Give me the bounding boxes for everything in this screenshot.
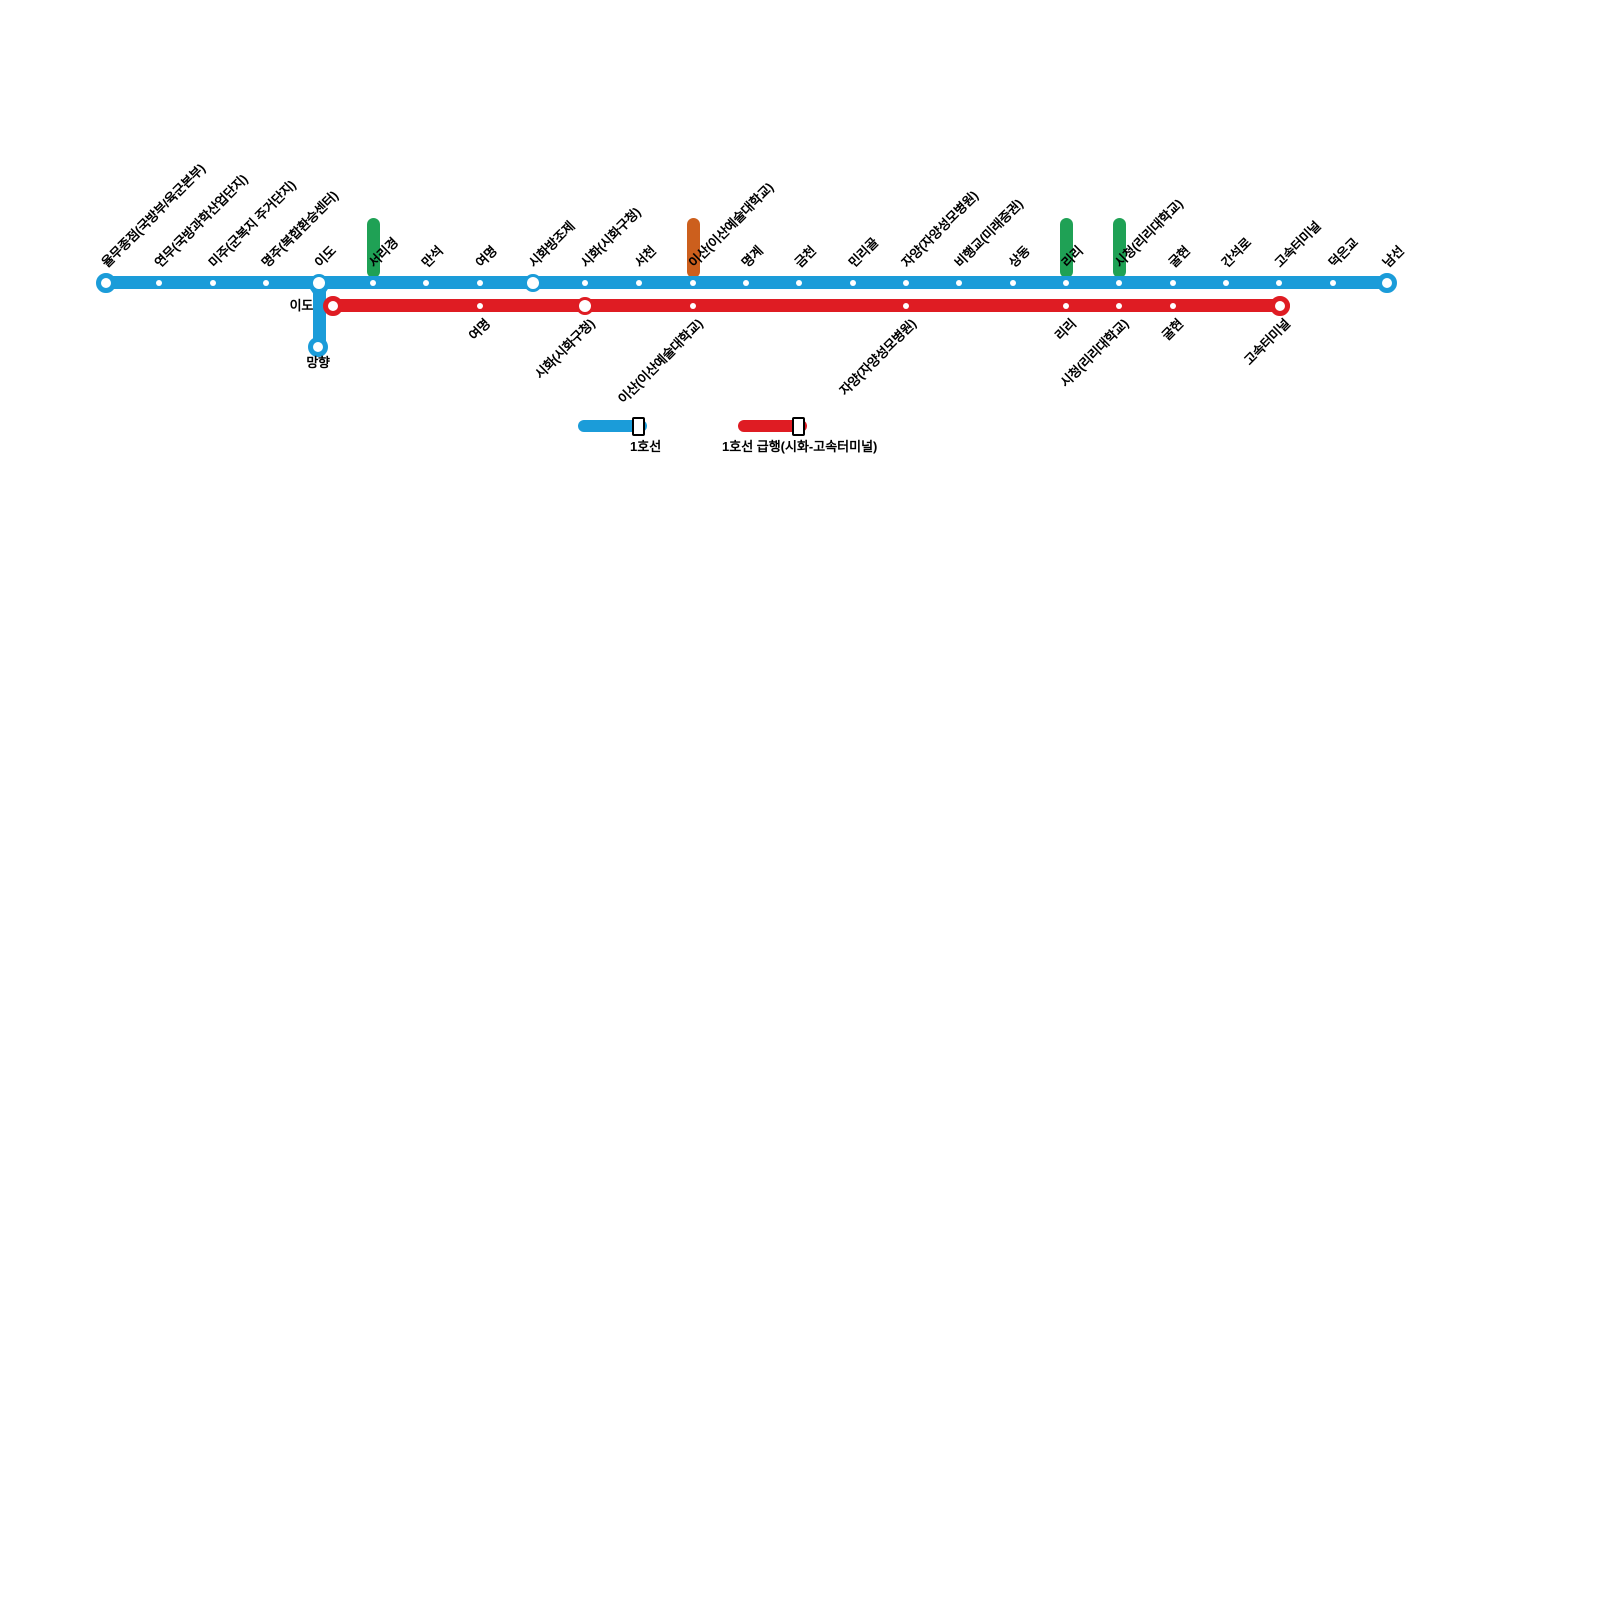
express-station-label: 굴현 [1158,316,1186,344]
station-dot [156,279,162,286]
station-label-branch-terminal: 망향 [306,355,330,370]
station-label: 간석로 [1218,234,1255,271]
station-dot [477,302,483,309]
station-dot [690,279,696,286]
station-label: 이도 [311,243,339,271]
station-dot [743,279,749,286]
station-label: 서천 [631,243,659,271]
station-label: 고속터미널 [1271,218,1324,271]
station-dot [1223,279,1229,286]
station-label: 연무(국방과학산업단지) [151,171,251,271]
legend-line1-train-icon [632,417,645,436]
express-station-label: 이산(이산예술대학교) [615,316,706,407]
station-dot [1116,279,1122,286]
station-label: 여명 [472,243,500,271]
station-dot [1170,302,1176,309]
station-terminal-ring [96,272,116,293]
express-station-label: 고속터미널 [1240,316,1293,368]
express-station-label: 여명 [465,316,493,344]
station-terminal-ring [1270,295,1290,316]
legend-express-bar [738,420,807,432]
express-rail [327,299,1290,312]
station-dot [690,302,696,309]
station-dot [477,279,483,286]
station-dot [1330,279,1336,286]
transfer-bar-green [366,218,380,278]
station-label: 만석 [418,243,446,271]
station-dot [796,279,802,286]
station-label: 시화방조제 [525,218,578,271]
express-station-label: 자양(자양성모병원) [836,316,919,399]
station-dot [903,279,909,286]
station-dot [903,302,909,309]
station-label: 민리골 [845,234,882,271]
station-label: 명계 [738,243,766,271]
station-transfer-dot [527,276,539,289]
station-dot [1116,302,1122,309]
station-dot [582,279,588,286]
legend-line1-label: 1호선 [630,439,662,454]
transfer-bar-green [1059,218,1073,278]
station-dot [1010,279,1016,286]
station-dot [370,279,376,286]
station-dot [423,279,429,286]
station-dot [210,279,216,286]
station-label: 덕은교 [1325,234,1362,271]
transfer-bar-orange [686,218,700,278]
station-label: 굴현 [1165,243,1193,271]
express-station-label: 리리 [1051,316,1079,344]
station-terminal-ring [308,337,328,357]
transfer-bar-green [1112,218,1126,278]
station-dot [636,279,642,286]
legend-express-train-icon [792,417,805,436]
legend-express-label: 1호선 급행(시화-고속터미널) [722,439,878,454]
station-dot [1276,279,1282,286]
station-dot [850,279,856,286]
station-dot [1063,302,1069,309]
legend-line1-bar [578,420,647,432]
station-terminal-ring [323,295,343,316]
station-dot [263,279,269,286]
station-terminal-ring [1377,272,1397,293]
station-label: 금천 [791,243,819,271]
station-label: 남선 [1379,243,1407,271]
line1-branch-rail [312,281,326,347]
express-station-label: 시화(시화구청) [531,316,598,382]
station-label: 상동 [1005,243,1033,271]
station-dot [956,279,962,286]
station-dot [1063,279,1069,286]
station-dot [1170,279,1176,286]
station-transfer-dot [313,276,325,289]
express-station-label-horizontal: 이도 [289,297,314,313]
station-transfer-dot [579,299,591,312]
station-label: 율무종점(국방부/육군본부) [98,160,209,271]
